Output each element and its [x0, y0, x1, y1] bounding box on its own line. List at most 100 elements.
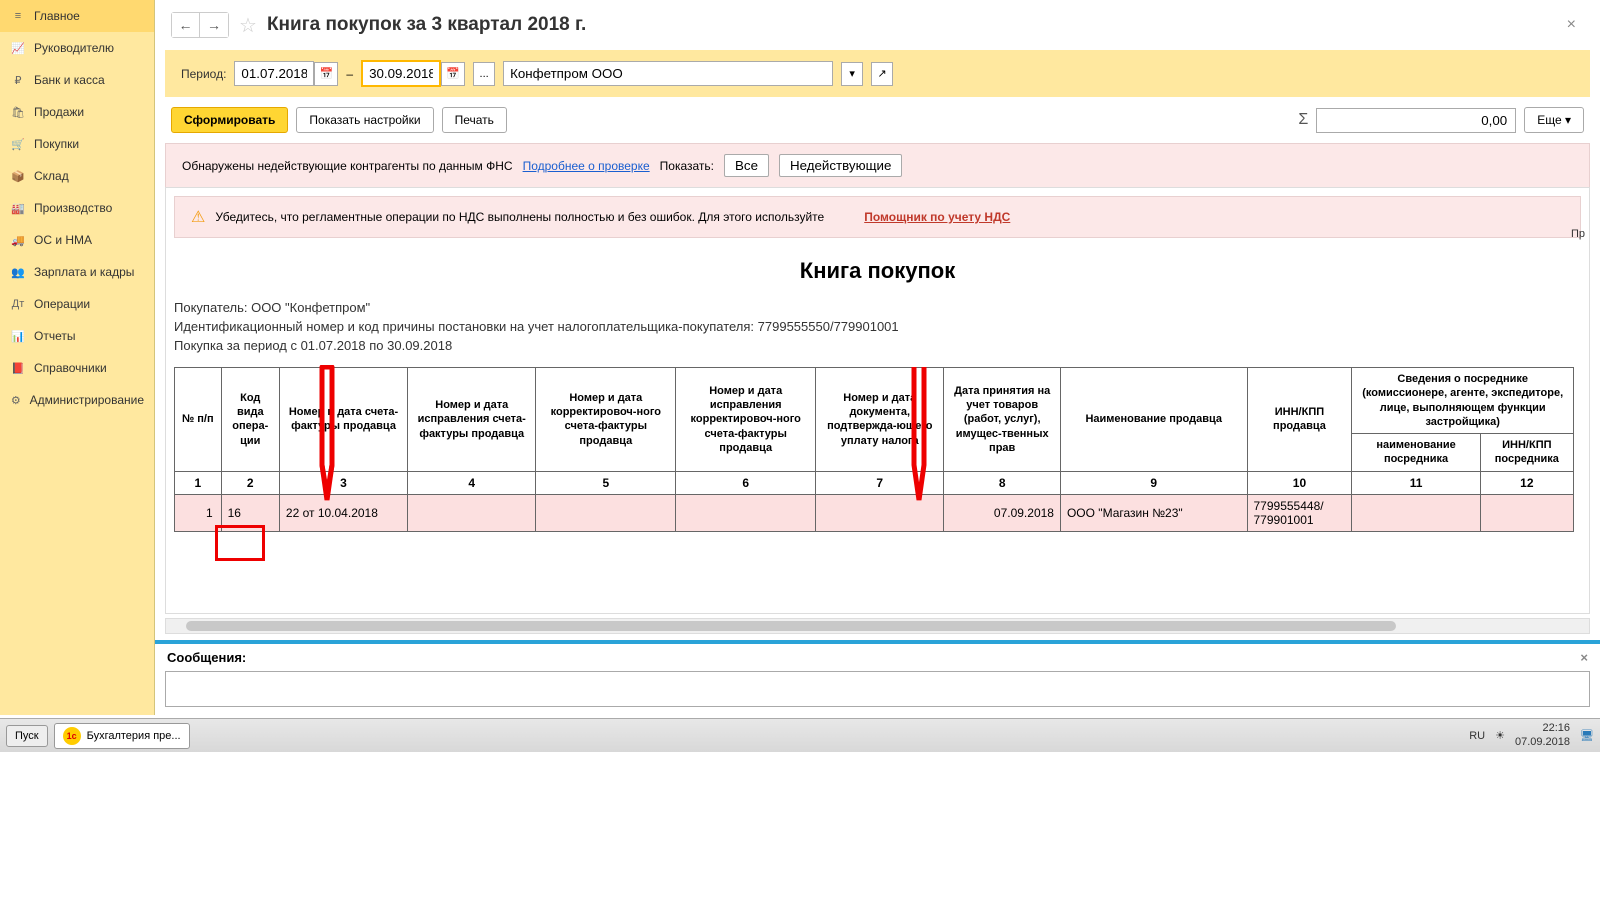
filter-all-button[interactable]: Все	[724, 154, 769, 177]
favorite-icon[interactable]: ☆	[239, 13, 257, 38]
report-title: Книга покупок	[174, 258, 1581, 284]
th-payment: Номер и дата документа, подтвержда-ющего…	[816, 368, 944, 472]
org-dropdown-button[interactable]: ▾	[841, 62, 863, 86]
sidebar-label: Справочники	[34, 361, 107, 375]
cell-code: 16	[221, 494, 279, 531]
cell-date: 07.09.2018	[944, 494, 1061, 531]
menu-icon: ≡	[10, 8, 26, 24]
report-area: ⚠ Убедитесь, что регламентные операции п…	[165, 187, 1590, 614]
table-row[interactable]: 1 16 22 от 10.04.2018 07.09.2018 ООО "Ма…	[175, 494, 1574, 531]
sidebar-label: Склад	[34, 169, 69, 183]
colnum: 3	[279, 471, 407, 494]
print-button[interactable]: Печать	[442, 107, 507, 133]
more-label: Еще	[1537, 113, 1561, 127]
date-to-input[interactable]	[361, 60, 441, 87]
colnum: 10	[1247, 471, 1352, 494]
cell-c6	[676, 494, 816, 531]
app-logo-icon: 1c	[63, 727, 81, 745]
period-separator: –	[346, 67, 353, 81]
fns-warning-bar: Обнаружены недействующие контрагенты по …	[165, 143, 1590, 187]
cell-c4	[408, 494, 536, 531]
box-icon: 📦	[10, 168, 26, 184]
main-area: ← → ☆ Книга покупок за 3 квартал 2018 г.…	[155, 0, 1600, 715]
colnum: 7	[816, 471, 944, 494]
sidebar-item-salary[interactable]: 👥Зарплата и кадры	[0, 256, 154, 288]
th-correction: Номер и дата исправления счета-фактуры п…	[408, 368, 536, 472]
colnum: 4	[408, 471, 536, 494]
buyer-line: Покупатель: ООО "Конфетпром"	[174, 300, 1581, 315]
colnum: 2	[221, 471, 279, 494]
sidebar-item-manager[interactable]: 📈Руководителю	[0, 32, 154, 64]
sidebar-item-assets[interactable]: 🚚ОС и НМА	[0, 224, 154, 256]
title-bar: ← → ☆ Книга покупок за 3 квартал 2018 г.…	[155, 0, 1600, 50]
truck-icon: 🚚	[10, 232, 26, 248]
nav-buttons: ← →	[171, 12, 229, 38]
messages-close-icon[interactable]: ×	[1580, 650, 1588, 665]
colnum: 9	[1060, 471, 1247, 494]
clock-time: 22:16	[1515, 722, 1570, 735]
th-corr-fix: Номер и дата исправления корректировоч-н…	[676, 368, 816, 472]
nds-helper-link[interactable]: Помощник по учету НДС	[864, 210, 1010, 224]
app-label: Бухгалтерия пре...	[87, 730, 181, 742]
cell-seller: ООО "Магазин №23"	[1060, 494, 1247, 531]
messages-header: Сообщения: ×	[155, 644, 1600, 671]
date-from-input[interactable]	[234, 61, 314, 86]
book-icon: 📕	[10, 360, 26, 376]
horizontal-scrollbar[interactable]	[165, 618, 1590, 634]
back-button[interactable]: ←	[172, 13, 200, 37]
colnum: 6	[676, 471, 816, 494]
fns-details-link[interactable]: Подробнее о проверке	[523, 159, 650, 173]
taskbar-app[interactable]: 1c Бухгалтерия пре...	[54, 723, 190, 749]
th-seller: Наименование продавца	[1060, 368, 1247, 472]
period-line: Покупка за период с 01.07.2018 по 30.09.…	[174, 338, 1581, 353]
cell-c5	[536, 494, 676, 531]
bag-icon: 🛍	[10, 104, 26, 120]
show-settings-button[interactable]: Показать настройки	[296, 107, 433, 133]
sidebar-label: Главное	[34, 9, 80, 23]
org-input[interactable]	[503, 61, 833, 86]
sigma-icon: Σ	[1298, 111, 1308, 129]
cell-inn: 7799555448/ 779901001	[1247, 494, 1352, 531]
cell-invoice: 22 от 10.04.2018	[279, 494, 407, 531]
period-label: Период:	[181, 67, 226, 81]
sidebar-item-production[interactable]: 🏭Производство	[0, 192, 154, 224]
th-corr-invoice: Номер и дата корректировоч-ного счета-фа…	[536, 368, 676, 472]
th-intermediary-name: наименование посредника	[1352, 434, 1480, 472]
org-open-button[interactable]: ↗	[871, 62, 893, 86]
cell-c7	[816, 494, 944, 531]
start-button[interactable]: Пуск	[6, 725, 48, 747]
sidebar-item-catalogs[interactable]: 📕 Справочники	[0, 352, 154, 384]
nds-warning-bar: ⚠ Убедитесь, что регламентные операции п…	[174, 196, 1581, 238]
sidebar-item-operations[interactable]: ДтОперации	[0, 288, 154, 320]
cart-icon: 🛒	[10, 136, 26, 152]
period-picker-button[interactable]: ...	[473, 62, 495, 86]
sidebar-item-admin[interactable]: ⚙Администрирование	[0, 384, 154, 416]
table-container: № п/п Код вида опера-ции Номер и дата сч…	[174, 367, 1581, 532]
tray-monitor-icon[interactable]: 🖥	[1580, 729, 1594, 742]
inn-line: Идентификационный номер и код причины по…	[174, 319, 1581, 334]
sidebar-item-reports[interactable]: 📊Отчеты	[0, 320, 154, 352]
calendar-from-button[interactable]: 📅	[314, 62, 338, 86]
sum-input[interactable]	[1316, 108, 1516, 133]
tray-icon[interactable]: ☀	[1495, 729, 1505, 742]
colnum: 1	[175, 471, 222, 494]
form-button[interactable]: Сформировать	[171, 107, 288, 133]
th-np: № п/п	[175, 368, 222, 472]
forward-button[interactable]: →	[200, 13, 228, 37]
clock[interactable]: 22:16 07.09.2018	[1515, 722, 1570, 748]
warning-icon: ⚠	[191, 207, 205, 227]
calendar-to-button[interactable]: 📅	[441, 62, 465, 86]
sidebar-item-sales[interactable]: 🛍Продажи	[0, 96, 154, 128]
period-bar: Период: 📅 – 📅 ... ▾ ↗	[165, 50, 1590, 97]
scrollbar-thumb[interactable]	[186, 621, 1396, 631]
factory-icon: 🏭	[10, 200, 26, 216]
sidebar-item-purchases[interactable]: 🛒 Покупки	[0, 128, 154, 160]
sidebar-item-warehouse[interactable]: 📦 Склад	[0, 160, 154, 192]
filter-inactive-button[interactable]: Недействующие	[779, 154, 902, 177]
sidebar-item-bank[interactable]: ₽Банк и касса	[0, 64, 154, 96]
close-button[interactable]: ×	[1559, 16, 1584, 34]
sidebar-item-main[interactable]: ≡ Главное	[0, 0, 154, 32]
more-button[interactable]: Еще ▾	[1524, 107, 1584, 133]
sidebar-label: Покупки	[34, 137, 79, 151]
lang-indicator[interactable]: RU	[1469, 730, 1485, 742]
